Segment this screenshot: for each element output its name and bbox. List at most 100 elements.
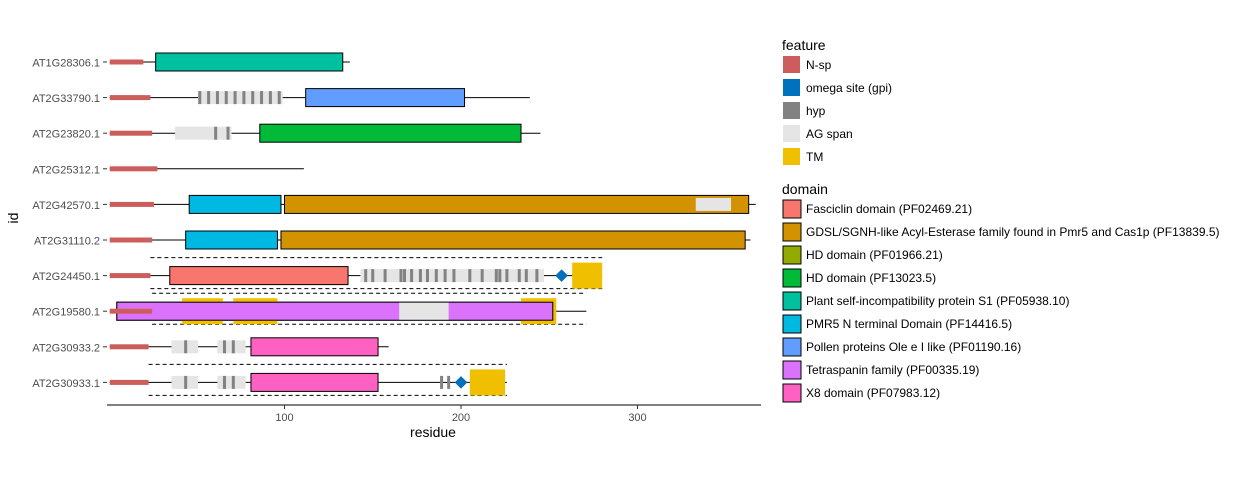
axes: 100 200 300: [107, 404, 761, 424]
nsp-segment: [109, 201, 154, 207]
protein-row: AT2G19580.1: [32, 292, 587, 325]
ag-span-overlay: [399, 302, 449, 320]
hyp-mark: [480, 269, 484, 283]
domain-box: [188, 194, 282, 214]
y-tick-label: AT2G23820.1: [32, 129, 100, 141]
y-tick-label: AT2G19580.1: [32, 307, 100, 319]
hyp-mark: [498, 269, 502, 283]
legend-key-pmr5: [782, 314, 802, 334]
hyp-mark: [410, 269, 414, 283]
hyp-mark: [524, 269, 528, 283]
y-tick-label: AT2G42570.1: [32, 200, 100, 212]
legend-key-psi: [782, 291, 802, 311]
legend-label-pmr5: PMR5 N terminal Domain (PF14416.5): [806, 317, 1012, 331]
protein-row: AT2G31110.2: [34, 230, 751, 250]
ag-span: [217, 340, 246, 354]
nsp-segment: [109, 379, 149, 385]
legend-key-tet: [782, 360, 802, 380]
y-tick-label: AT2G25312.1: [32, 164, 100, 176]
hyp-mark: [434, 269, 438, 283]
domain-box: [284, 194, 750, 214]
y-tick-label: AT2G30933.1: [32, 378, 100, 390]
hyp-mark: [505, 269, 509, 283]
legend-key-hd1: [782, 245, 802, 265]
domain-box: [169, 266, 349, 286]
legend-label-hd1: HD domain (PF01966.21): [806, 248, 943, 262]
hyp-mark: [277, 91, 281, 105]
legend-label-hyp: hyp: [806, 104, 826, 118]
legend-key-nsp: [783, 56, 800, 73]
legend-key-ole: [782, 337, 802, 357]
protein-row: AT2G30933.1: [32, 363, 507, 396]
nsp-segment: [109, 308, 153, 314]
legends: feature N-sp omega site (gpi) hyp AG span TM d…: [782, 37, 1220, 403]
hyp-mark: [224, 91, 228, 105]
hyp-mark: [535, 269, 539, 283]
nsp-segment: [109, 273, 151, 279]
hyp-mark: [440, 375, 444, 389]
domain-box: [259, 123, 522, 143]
legend-title: feature: [782, 37, 826, 53]
protein-row: AT2G25312.1: [32, 164, 304, 176]
hyp-mark: [452, 269, 456, 283]
legend-label-x8: X8 domain (PF07983.12): [806, 386, 940, 400]
hyp-mark: [418, 269, 422, 283]
protein-row: AT2G33790.1: [32, 88, 530, 108]
nsp-segment: [109, 237, 153, 243]
y-tick-label: AT1G28306.1: [32, 58, 100, 70]
legend-key-hyp: [783, 102, 800, 119]
hyp-mark: [207, 91, 211, 105]
domain-box: [305, 88, 466, 108]
hyp-mark: [198, 91, 202, 105]
legend-label-tet: Tetraspanin family (PF00335.19): [806, 363, 979, 377]
nsp-segment: [109, 95, 151, 101]
hyp-mark: [371, 269, 375, 283]
x-tick-label: 200: [452, 412, 470, 424]
legend-label-psi: Plant self-incompatibility protein S1 (P…: [806, 294, 1069, 308]
legend-label-nsp: N-sp: [806, 58, 832, 72]
y-tick-label: AT2G33790.1: [32, 93, 100, 105]
hyp-mark: [215, 91, 219, 105]
legend-title: domain: [782, 181, 828, 197]
legend-key-x8: [782, 383, 802, 403]
hyp-mark: [242, 91, 246, 105]
legend-label-ag: AG span: [806, 127, 853, 141]
hyp-mark: [231, 375, 235, 389]
legend-label-fas: Fasciclin domain (PF02469.21): [806, 202, 972, 216]
protein-row: AT2G30933.2: [32, 337, 389, 357]
domain-box: [250, 337, 379, 357]
protein-row: AT2G23820.1: [32, 123, 541, 143]
hyp-mark: [468, 269, 472, 283]
legend-key-hd2: [782, 268, 802, 288]
protein-row: AT1G28306.1: [32, 52, 350, 72]
legend-label-tm: TM: [806, 150, 823, 164]
x-axis-title: residue: [410, 424, 456, 440]
tm-segment: [469, 369, 506, 396]
legend-key-tm: [783, 148, 800, 165]
hyp-mark: [443, 269, 447, 283]
gpi-site-marker: [454, 376, 468, 389]
domain-box: [280, 230, 746, 250]
hyp-mark: [399, 269, 403, 283]
nsp-segment: [109, 166, 158, 172]
hyp-mark: [517, 269, 521, 283]
hyp-mark: [383, 269, 387, 283]
tm-segment: [572, 262, 603, 289]
ag-span: [360, 269, 544, 283]
x-tick-label: 100: [275, 412, 293, 424]
protein-row: AT2G24450.1: [32, 257, 603, 290]
protein-row: AT2G42570.1: [32, 194, 756, 214]
hyp-mark: [447, 375, 451, 389]
domain-box: [155, 52, 344, 72]
hyp-mark: [251, 91, 255, 105]
hyp-mark: [184, 375, 188, 389]
ag-span: [217, 375, 246, 389]
ag-span: [175, 126, 232, 140]
hyp-mark: [222, 340, 226, 354]
protein-rows: AT1G28306.1 AT2G33790.1 AT2G23820.1 AT2G253…: [32, 52, 756, 396]
y-tick-label: AT2G30933.2: [32, 342, 100, 354]
domain-box-overlay: [116, 301, 554, 321]
legend-key-gpi: [783, 79, 800, 96]
hyp-mark: [403, 269, 407, 283]
